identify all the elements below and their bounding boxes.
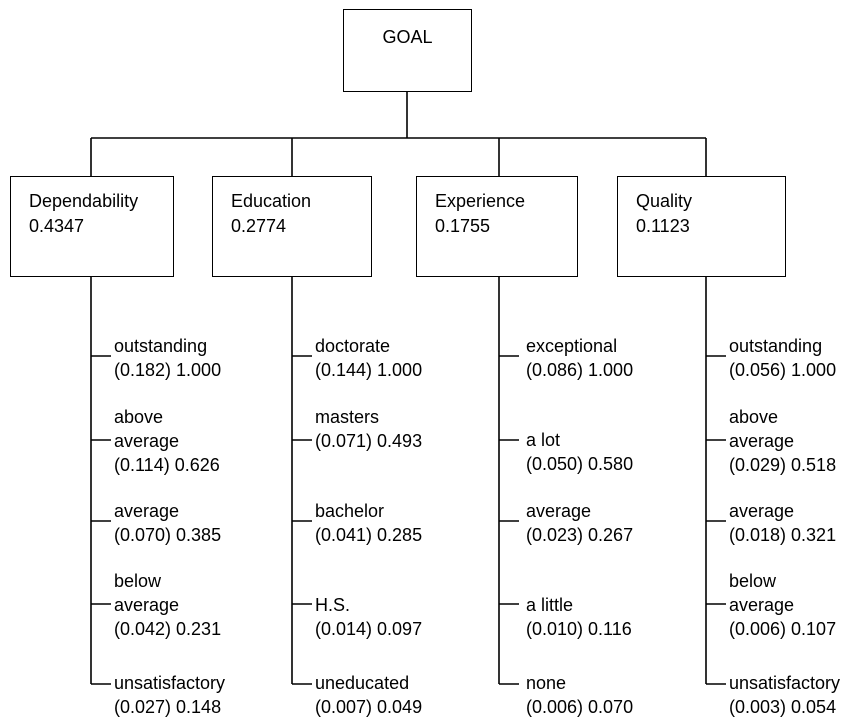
rating-label: average [526,501,592,521]
rating-node: masters (0.071) 0.493 [315,405,422,453]
criterion-education: Education 0.2774 [212,176,372,277]
rating-label: doctorate [315,336,391,356]
rating-values: (0.027) 0.148 [114,697,222,717]
rating-values: (0.114) 0.626 [114,455,220,475]
rating-values: (0.014) 0.097 [315,619,423,639]
rating-label: none [526,673,567,693]
rating-values: (0.182) 1.000 [114,360,222,380]
rating-node: average (0.023) 0.267 [526,499,633,547]
rating-values: (0.050) 0.580 [526,454,634,474]
rating-node: unsatisfactory (0.003) 0.054 [729,671,840,719]
criterion-name: Experience [435,191,526,211]
criterion-experience: Experience 0.1755 [416,176,578,277]
rating-label: bachelor [315,501,385,521]
rating-values: (0.144) 1.000 [315,360,423,380]
rating-values: (0.041) 0.285 [315,525,423,545]
rating-label: average [114,501,180,521]
rating-values: (0.042) 0.231 [114,619,222,639]
rating-label: below [114,571,162,591]
rating-values: (0.018) 0.321 [729,525,837,545]
rating-node: none (0.006) 0.070 [526,671,633,719]
rating-values: (0.070) 0.385 [114,525,222,545]
rating-label: outstanding [114,336,208,356]
rating-node: average (0.018) 0.321 [729,499,836,547]
criterion-weight: 0.4347 [29,216,85,236]
criterion-dependability: Dependability 0.4347 [10,176,174,277]
rating-label: below [729,571,777,591]
criterion-weight: 0.2774 [231,216,287,236]
rating-values: (0.023) 0.267 [526,525,634,545]
rating-label: average [729,431,795,451]
rating-node: uneducated (0.007) 0.049 [315,671,422,719]
criterion-name: Quality [636,191,693,211]
rating-label: H.S. [315,595,351,615]
rating-values: (0.006) 0.070 [526,697,634,717]
rating-label: exceptional [526,336,618,356]
criterion-name: Education [231,191,312,211]
criterion-weight: 0.1755 [435,216,491,236]
rating-label: average [729,501,795,521]
rating-values: (0.003) 0.054 [729,697,837,717]
rating-node: a little (0.010) 0.116 [526,593,632,641]
rating-node: below average (0.006) 0.107 [729,569,836,641]
goal-node: GOAL [343,9,472,92]
rating-values: (0.010) 0.116 [526,619,632,639]
rating-values: (0.086) 1.000 [526,360,634,380]
goal-label: GOAL [382,27,433,47]
criterion-quality: Quality 0.1123 [617,176,786,277]
rating-label: average [729,595,795,615]
rating-label: average [114,431,180,451]
rating-label: outstanding [729,336,823,356]
rating-label: above [114,407,164,427]
rating-node: exceptional (0.086) 1.000 [526,334,633,382]
rating-node: average (0.070) 0.385 [114,499,221,547]
rating-node: a lot (0.050) 0.580 [526,428,633,476]
rating-node: outstanding (0.056) 1.000 [729,334,836,382]
rating-node: outstanding (0.182) 1.000 [114,334,221,382]
rating-label: unsatisfactory [114,673,226,693]
rating-label: uneducated [315,673,410,693]
rating-values: (0.056) 1.000 [729,360,837,380]
rating-label: a lot [526,430,561,450]
rating-values: (0.006) 0.107 [729,619,837,639]
rating-values: (0.029) 0.518 [729,455,837,475]
rating-label: masters [315,407,380,427]
rating-label: a little [526,595,574,615]
rating-node: below average (0.042) 0.231 [114,569,221,641]
rating-values: (0.007) 0.049 [315,697,423,717]
rating-label: unsatisfactory [729,673,841,693]
rating-node: H.S. (0.014) 0.097 [315,593,422,641]
rating-values: (0.071) 0.493 [315,431,423,451]
rating-node: unsatisfactory (0.027) 0.148 [114,671,225,719]
criterion-name: Dependability [29,191,139,211]
rating-node: above average (0.029) 0.518 [729,405,836,477]
rating-label: above [729,407,779,427]
rating-node: doctorate (0.144) 1.000 [315,334,422,382]
rating-label: average [114,595,180,615]
rating-node: bachelor (0.041) 0.285 [315,499,422,547]
rating-node: above average (0.114) 0.626 [114,405,220,477]
criterion-weight: 0.1123 [636,216,690,236]
